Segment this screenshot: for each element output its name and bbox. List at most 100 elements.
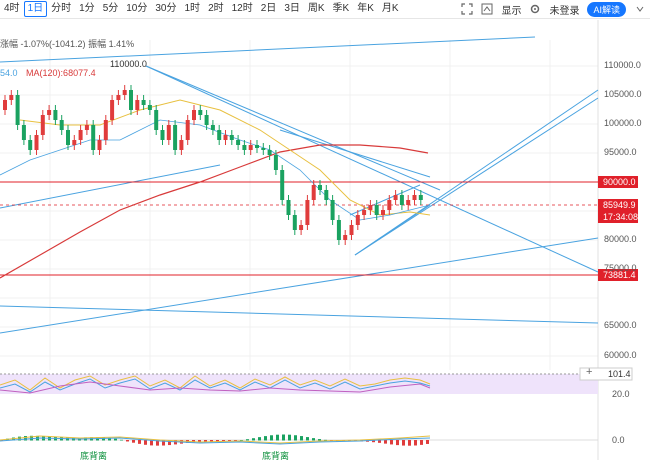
descending-trendline-b xyxy=(145,65,599,273)
candle-body xyxy=(154,110,159,130)
candle-body xyxy=(292,215,297,230)
tf-timeshare[interactable]: 分时 xyxy=(51,3,72,14)
candle-body xyxy=(47,110,52,115)
tf-quarter[interactable]: 季K xyxy=(332,3,350,14)
candle-body xyxy=(78,130,83,140)
show-menu[interactable]: 显示 xyxy=(501,5,522,17)
candle-body xyxy=(28,140,33,150)
candle-body xyxy=(393,195,398,200)
candle-body xyxy=(374,205,379,215)
signal-label-2: 底背离 xyxy=(262,451,290,461)
candle-body xyxy=(381,210,385,215)
candle-body xyxy=(324,190,329,200)
candle-body xyxy=(97,140,102,150)
candle-body xyxy=(129,90,133,110)
tag-current: 85949.9 xyxy=(603,200,636,210)
candle-body xyxy=(318,185,322,190)
tf-2h[interactable]: 2时 xyxy=(208,3,224,14)
candle-body xyxy=(355,215,360,225)
macd-bar xyxy=(150,440,153,446)
macd-bar xyxy=(312,438,315,441)
candle-body xyxy=(103,120,108,140)
osc-level: 20.0 xyxy=(612,389,630,399)
macd-bar xyxy=(270,435,273,441)
candle-body xyxy=(330,200,335,220)
candle-body xyxy=(66,130,70,145)
macd-dif xyxy=(0,435,431,444)
candle-body xyxy=(248,145,253,150)
fullscreen-icon[interactable] xyxy=(460,2,474,16)
candle-body xyxy=(261,148,266,150)
wedge-top xyxy=(349,184,421,216)
tag-73881-bg xyxy=(598,269,638,281)
candlesticks xyxy=(3,85,423,245)
tf-2d[interactable]: 2日 xyxy=(260,3,277,14)
upper-trendline xyxy=(0,36,536,63)
tf-1m[interactable]: 1分 xyxy=(79,3,95,14)
tf-1h[interactable]: 1时 xyxy=(184,3,201,14)
candle-body xyxy=(160,130,165,140)
top-right-tools: 显示 未登录 AI解读 xyxy=(457,0,650,18)
candle-body xyxy=(166,125,171,140)
macd-bar xyxy=(378,440,381,443)
candle-body xyxy=(336,220,341,240)
tf-5m[interactable]: 5分 xyxy=(102,3,119,14)
candle-body xyxy=(305,200,310,225)
macd-bar xyxy=(306,437,309,441)
macd-bar xyxy=(114,438,117,441)
ma-legend: 54.0 MA(120):68077.4 xyxy=(0,68,96,78)
tf-month[interactable]: 月K xyxy=(381,3,399,14)
candle-body xyxy=(210,125,215,130)
tf-30m[interactable]: 30分 xyxy=(155,3,177,14)
axis-60000: 60000.0 xyxy=(604,350,637,360)
macd-bar xyxy=(156,440,159,446)
macd-bar xyxy=(402,440,405,446)
candle-body xyxy=(286,200,291,215)
tf-4h[interactable]: 4时 xyxy=(4,3,20,14)
candle-body xyxy=(34,135,39,150)
macd-bar xyxy=(414,440,417,446)
tf-week[interactable]: 周K xyxy=(307,3,325,14)
settings-icon[interactable] xyxy=(528,2,542,16)
tf-12h[interactable]: 12时 xyxy=(231,3,253,14)
macd-bar xyxy=(390,440,393,445)
candle-body xyxy=(343,235,348,240)
tf-10m[interactable]: 10分 xyxy=(126,3,148,14)
peak-label: 110000.0 xyxy=(110,59,147,69)
login-status[interactable]: 未登录 xyxy=(549,5,580,17)
candle-body xyxy=(217,130,222,140)
compare-icon[interactable] xyxy=(480,2,494,16)
ai-analysis-button[interactable]: AI解读 xyxy=(587,1,626,17)
crosshair-plus-icon[interactable]: + xyxy=(586,366,593,378)
axis-105000: 105000.0 xyxy=(604,89,642,99)
candle-body xyxy=(135,100,140,110)
axis-110000: 110000.0 xyxy=(604,60,641,70)
descending-trendline-a xyxy=(145,65,441,191)
macd-bar xyxy=(162,440,165,446)
macd-bar xyxy=(420,440,423,445)
macd-zero-label: 0.0 xyxy=(612,435,625,445)
macd-bar xyxy=(24,436,27,441)
macd-bar xyxy=(276,434,279,441)
macd-bar xyxy=(246,439,249,441)
tf-year[interactable]: 年K xyxy=(357,3,374,14)
tf-3d[interactable]: 3日 xyxy=(284,3,300,14)
candle-body xyxy=(223,135,228,140)
candle-body xyxy=(362,210,367,215)
more-icon[interactable] xyxy=(633,2,647,16)
tf-1d[interactable]: 1日 xyxy=(23,1,48,17)
candle-body xyxy=(198,110,203,115)
macd-bar xyxy=(264,436,267,441)
candle-body xyxy=(59,120,64,130)
candle-body xyxy=(116,95,121,100)
macd-bar xyxy=(126,440,129,442)
candle-body xyxy=(192,110,196,120)
candle-body xyxy=(179,140,184,150)
macd-bar xyxy=(396,440,399,446)
tag-73881: 73881.4 xyxy=(603,270,636,280)
candle-body xyxy=(267,150,272,155)
long-support-line xyxy=(0,237,599,334)
tag-countdown: 17:34:08 xyxy=(603,212,639,222)
macd-bar xyxy=(222,440,225,442)
